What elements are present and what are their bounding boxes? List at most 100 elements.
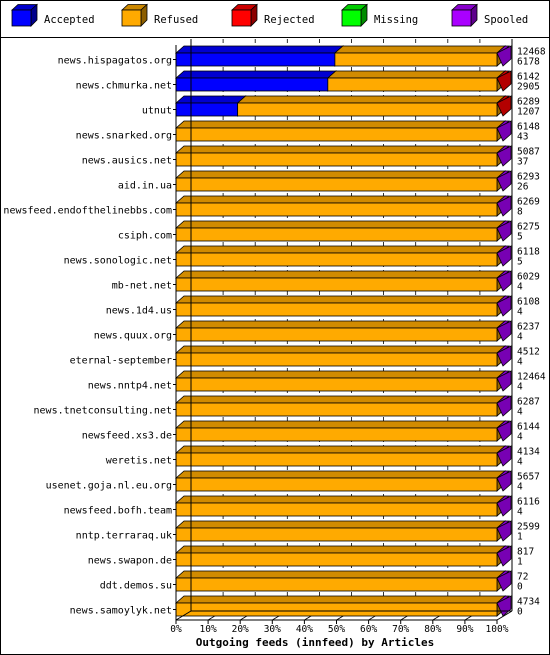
- bar-accepted: [175, 102, 239, 117]
- category-label: csiph.com: [118, 231, 172, 242]
- x-tick-label: 50%: [328, 624, 345, 635]
- value-label-second: 4: [517, 457, 523, 468]
- value-label-total: 72: [517, 572, 528, 583]
- bar-refused: [175, 352, 498, 367]
- x-tick-label: 20%: [232, 624, 249, 635]
- value-label-second: 5: [517, 257, 523, 268]
- bar-refused: [175, 327, 498, 342]
- bar-rejected: [496, 95, 512, 117]
- legend-item-accepted: Accepted: [10, 3, 95, 27]
- bar-refused: [175, 202, 498, 217]
- category-label: newsfeed.xs3.de: [82, 431, 172, 442]
- category-label: news.samoylyk.net: [70, 606, 172, 617]
- bar-spooled: [496, 520, 512, 542]
- value-label-total: 4734: [517, 597, 540, 608]
- category-label: news.sonologic.net: [64, 256, 172, 267]
- value-label-total: 6275: [517, 222, 540, 233]
- category-label: news.snarked.org: [76, 131, 172, 142]
- bar-accepted: [175, 52, 336, 67]
- bar-spooled: [496, 345, 512, 367]
- value-label-second: 4: [517, 282, 523, 293]
- value-label-second: 37: [517, 157, 528, 168]
- x-tick-label: 10%: [200, 624, 217, 635]
- x-axis-label: Outgoing feeds (innfeed) by Articles: [196, 636, 434, 649]
- value-label-total: 6142: [517, 72, 540, 83]
- value-label-second: 4: [517, 432, 523, 443]
- category-label: nntp.terraraq.uk: [76, 531, 172, 542]
- value-label-total: 6293: [517, 172, 540, 183]
- bar-refused: [175, 152, 498, 167]
- bar-spooled: [496, 245, 512, 267]
- bar-accepted: [175, 77, 329, 92]
- category-label: news.1d4.us: [106, 306, 172, 317]
- bar-refused: [175, 377, 498, 392]
- category-label: news.quux.org: [94, 331, 172, 342]
- bar-spooled: [496, 445, 512, 467]
- legend-label: Refused: [154, 14, 198, 26]
- bar-refused: [175, 227, 498, 242]
- bar-refused: [175, 127, 498, 142]
- legend-label: Missing: [374, 14, 418, 26]
- bar-refused: [327, 77, 498, 92]
- value-label-second: 1207: [517, 107, 540, 118]
- value-label-total: 6148: [517, 122, 540, 133]
- x-tick-label: 40%: [296, 624, 313, 635]
- value-label-second: 4: [517, 332, 523, 343]
- category-label: newsfeed.endofthelinebbs.com: [3, 206, 172, 217]
- legend-swatch: [341, 9, 362, 27]
- x-tick-label: 80%: [424, 624, 441, 635]
- legend-swatch: [231, 9, 252, 27]
- bar-refused: [175, 402, 498, 417]
- legend-swatch: [451, 9, 472, 27]
- value-label-total: 4512: [517, 347, 540, 358]
- bar-spooled: [496, 120, 512, 142]
- bar-rejected: [496, 70, 512, 92]
- value-label-second: 1: [517, 532, 523, 543]
- category-label: newsfeed.bofh.team: [64, 506, 172, 517]
- value-label-total: 12468: [517, 47, 546, 58]
- bar-spooled: [496, 420, 512, 442]
- bar-spooled: [496, 45, 512, 67]
- value-label-second: 26: [517, 182, 529, 193]
- bar-refused: [175, 527, 498, 542]
- value-label-total: 6116: [517, 497, 540, 508]
- x-axis: 0% 10% 20% 30% 40% 50% 60% 70% 80% 90% 100%: [170, 39, 513, 635]
- bar-refused: [175, 277, 498, 292]
- value-label-second: 4: [517, 507, 523, 518]
- bar-spooled: [496, 370, 512, 392]
- bar-refused: [334, 52, 498, 67]
- value-label-total: 6118: [517, 247, 540, 258]
- category-label: news.hispagatos.org: [58, 56, 172, 67]
- x-tick-label: 100%: [486, 624, 509, 635]
- x-tick-label: 70%: [392, 624, 409, 635]
- bar-refused: [175, 302, 498, 317]
- value-label-total: 5087: [517, 147, 540, 158]
- legend-label: Rejected: [264, 14, 315, 26]
- value-label-second: 0: [517, 582, 523, 593]
- value-label-second: 4: [517, 482, 523, 493]
- value-label-total: 6237: [517, 322, 540, 333]
- legend-swatch: [121, 9, 142, 27]
- category-label: utnut: [142, 106, 172, 117]
- category-label: news.nntp4.net: [88, 381, 172, 392]
- x-tick-label: 0%: [170, 624, 182, 635]
- bar-spooled: [496, 270, 512, 292]
- category-label: news.tnetconsulting.net: [34, 406, 172, 417]
- category-label: news.chmurka.net: [76, 81, 172, 92]
- value-label-second: 8: [517, 207, 523, 218]
- category-label: news.swapon.de: [88, 556, 172, 567]
- legend: Accepted Refused Rejected Missing Spooled: [10, 3, 528, 27]
- value-label-total: 5657: [517, 472, 540, 483]
